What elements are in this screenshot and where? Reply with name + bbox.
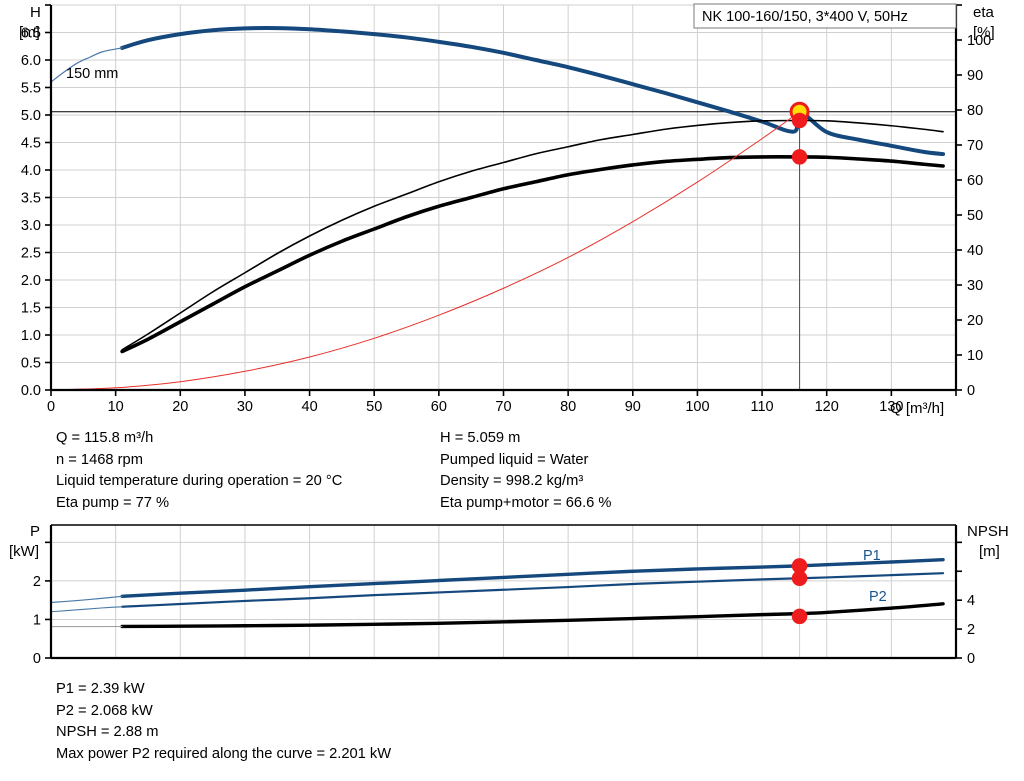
power-npsh-chart-svg: 0 1 2 0 2 4 P [kW] NPSH [m] P1 P2 [9, 523, 1009, 667]
svg-text:110: 110 [751, 399, 774, 415]
svg-text:50: 50 [967, 208, 983, 224]
svg-text:60: 60 [967, 173, 983, 189]
svg-text:1.0: 1.0 [21, 328, 41, 344]
svg-text:0.0: 0.0 [21, 383, 41, 399]
svg-text:100: 100 [685, 399, 709, 415]
info-max-power: Max power P2 required along the curve = … [56, 745, 392, 762]
svg-text:4.0: 4.0 [21, 163, 41, 179]
svg-text:70: 70 [967, 138, 983, 154]
operating-info-right: H = 5.059 m Pumped liquid = Water Densit… [440, 428, 611, 514]
svg-text:80: 80 [560, 399, 576, 415]
head-efficiency-chart-svg: 0.0 0.5 1.0 1.5 2.0 2.5 3.0 3.5 4.0 4.5 5.0 5.5 6.0 6… [19, 3, 995, 417]
svg-text:2: 2 [967, 622, 975, 638]
svg-text:30: 30 [967, 278, 983, 294]
bottom-chart-duty-markers[interactable] [791, 558, 808, 625]
svg-text:0: 0 [967, 651, 975, 667]
info-density: Density = 998.2 kg/m³ [440, 473, 584, 489]
chart-title: NK 100-160/150, 3*400 V, 50Hz [702, 9, 908, 25]
svg-text:90: 90 [967, 68, 983, 84]
chart-title-box: NK 100-160/150, 3*400 V, 50Hz [693, 3, 957, 29]
info-q: Q = 115.8 m³/h [56, 430, 154, 446]
svg-text:2.5: 2.5 [21, 246, 41, 262]
power-info: P1 = 2.39 kW P2 = 2.068 kW NPSH = 2.88 m… [56, 679, 391, 765]
power-npsh-chart: 0 1 2 0 2 4 P [kW] NPSH [m] P1 P2 [0, 520, 1024, 675]
svg-text:2.0: 2.0 [21, 273, 41, 289]
axis-title-p-line2: [kW] [9, 543, 39, 560]
svg-text:130: 130 [879, 399, 903, 415]
axis-title-p-line1: P [30, 523, 40, 540]
axis-title-q: Q [m³/h] [890, 400, 944, 417]
svg-text:1: 1 [33, 612, 41, 628]
top-chart-gridlines [51, 4, 956, 390]
svg-text:10: 10 [108, 399, 124, 415]
svg-text:20: 20 [172, 399, 188, 415]
info-p2: P2 = 2.068 kW [56, 702, 153, 719]
info-liquid-temperature: Liquid temperature during operation = 20… [56, 473, 343, 489]
svg-text:4.5: 4.5 [21, 136, 41, 152]
svg-text:4: 4 [967, 593, 975, 609]
bottom-chart-tick-labels: 0 1 2 0 2 4 [33, 574, 975, 667]
svg-text:70: 70 [495, 399, 511, 415]
top-chart-axes [45, 4, 962, 396]
svg-text:40: 40 [302, 399, 318, 415]
svg-text:5.5: 5.5 [21, 81, 41, 97]
bottom-chart-curves [50, 558, 945, 629]
info-h: H = 5.059 m [440, 430, 521, 446]
axis-title-npsh-line1: NPSH [967, 523, 1009, 540]
svg-text:6.5: 6.5 [21, 26, 41, 42]
svg-text:3.0: 3.0 [21, 218, 41, 234]
top-chart-duty-markers[interactable] [789, 101, 810, 165]
svg-text:10: 10 [967, 348, 983, 364]
info-n: n = 1468 rpm [56, 451, 143, 468]
impeller-size-label: 150 mm [66, 66, 118, 82]
info-p1: P1 = 2.39 kW [56, 681, 145, 697]
svg-text:1.5: 1.5 [21, 301, 41, 317]
axis-title-eta-line1: eta [973, 4, 995, 21]
svg-text:40: 40 [967, 243, 983, 259]
svg-text:6.0: 6.0 [21, 53, 41, 69]
svg-text:2: 2 [33, 574, 41, 590]
svg-text:0: 0 [33, 651, 41, 667]
top-chart-curves [50, 26, 946, 391]
svg-text:30: 30 [237, 399, 253, 415]
p2-curve-label: P2 [869, 589, 887, 605]
operating-info-left: Q = 115.8 m³/h n = 1468 rpm Liquid tempe… [56, 428, 342, 514]
svg-text:50: 50 [366, 399, 382, 415]
svg-text:3.5: 3.5 [21, 191, 41, 207]
head-efficiency-chart: 0.0 0.5 1.0 1.5 2.0 2.5 3.0 3.5 4.0 4.5 5.0 5.5 6.0 6… [19, 3, 995, 417]
axis-title-npsh-line2: [m] [979, 543, 1000, 560]
info-pumped-liquid: Pumped liquid = Water [440, 451, 589, 468]
bottom-chart-axes [45, 524, 962, 660]
top-chart-tick-labels: 0.0 0.5 1.0 1.5 2.0 2.5 3.0 3.5 4.0 4.5 5.0 5.5 6.0 6… [21, 26, 991, 416]
info-eta-pump-motor: Eta pump+motor = 66.6 % [440, 494, 612, 511]
svg-text:60: 60 [431, 399, 447, 415]
info-npsh: NPSH = 2.88 m [56, 724, 159, 740]
svg-text:20: 20 [967, 313, 983, 329]
svg-text:0: 0 [967, 383, 975, 399]
info-eta-pump: Eta pump = 77 % [56, 494, 170, 511]
p1-curve-label: P1 [863, 548, 881, 564]
svg-text:80: 80 [967, 103, 983, 119]
svg-text:100: 100 [967, 33, 991, 49]
svg-text:0: 0 [47, 399, 55, 415]
axis-title-eta-line2: [%] [973, 24, 995, 41]
svg-text:90: 90 [625, 399, 641, 415]
svg-text:0.5: 0.5 [21, 356, 41, 372]
svg-text:5.0: 5.0 [21, 108, 41, 124]
svg-text:120: 120 [815, 399, 839, 415]
axis-title-h-line1: H [30, 4, 41, 21]
axis-title-h-line2: [m] [19, 24, 40, 41]
